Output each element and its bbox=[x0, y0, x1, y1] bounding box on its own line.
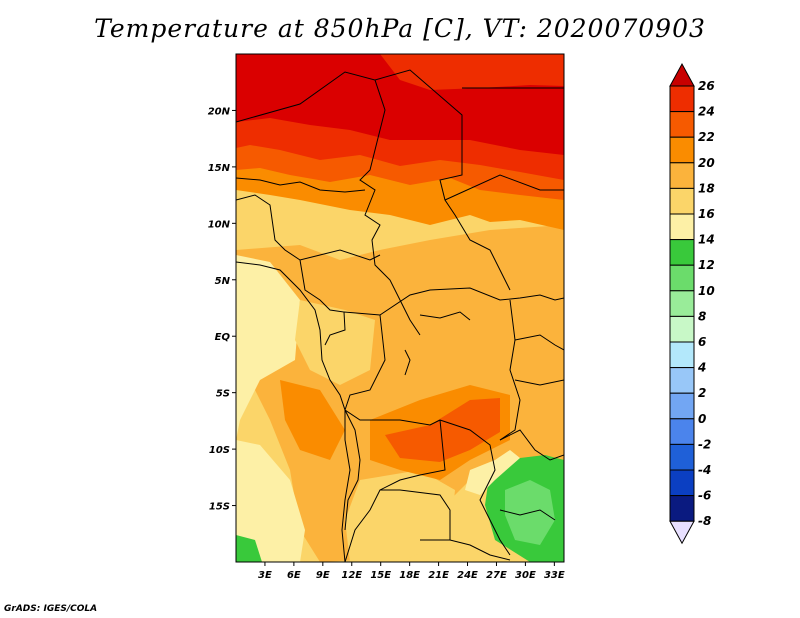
colorbar-box bbox=[669, 315, 695, 343]
colorbar-box bbox=[669, 418, 695, 445]
zone-t20-sw bbox=[280, 380, 345, 460]
colorbar-box bbox=[669, 136, 695, 164]
colorbar-label: 18 bbox=[698, 181, 715, 195]
lat-label: 5N bbox=[215, 276, 231, 287]
map-title: Temperature at 850hPa [C], VT: 202007090… bbox=[94, 14, 706, 43]
map-axes: 20N 15N 10N 5N EQ 5S 10S 15S 3E 6E 9E 12E 15E 18E 21E 2… bbox=[208, 106, 565, 581]
colorbar-box bbox=[669, 264, 695, 292]
colorbar-label: -4 bbox=[698, 463, 711, 477]
lat-label: 15N bbox=[208, 163, 231, 174]
lon-label: 12E bbox=[341, 570, 362, 581]
lat-label: EQ bbox=[215, 332, 231, 343]
zone-t14-south bbox=[236, 440, 305, 562]
zone-g12-sw bbox=[236, 535, 262, 562]
colorbar-label: 4 bbox=[697, 361, 706, 375]
temperature-field bbox=[236, 54, 564, 562]
lon-label: 3E bbox=[258, 570, 272, 581]
colorbar-box bbox=[669, 239, 695, 266]
lat-label: 15S bbox=[209, 502, 230, 513]
colorbar-label: 12 bbox=[698, 258, 715, 272]
grads-credit: GrADS: IGES/COLA bbox=[4, 604, 98, 614]
colorbar-label: 20 bbox=[698, 156, 715, 170]
colorbar-top-arrow bbox=[669, 62, 695, 87]
zone-t16-central bbox=[295, 300, 375, 385]
country-borders bbox=[236, 69, 564, 562]
colorbar-label: 14 bbox=[698, 233, 715, 247]
colorbar-label: 22 bbox=[698, 130, 715, 144]
colorbar-box bbox=[669, 495, 695, 522]
lon-label: 6E bbox=[287, 570, 301, 581]
colorbar-box bbox=[669, 213, 695, 241]
colorbar-label: 26 bbox=[698, 79, 715, 93]
colorbar-label: 0 bbox=[698, 412, 706, 426]
lat-label: 10N bbox=[208, 219, 231, 230]
zone-t14-se bbox=[465, 450, 520, 495]
lon-label: 30E bbox=[515, 570, 536, 581]
lat-label: 5S bbox=[216, 389, 230, 400]
colorbar-box bbox=[669, 443, 695, 471]
lat-label: 20N bbox=[208, 106, 231, 117]
lon-label: 27E bbox=[486, 570, 507, 581]
colorbar-label: -8 bbox=[698, 514, 711, 528]
zone-t14-west bbox=[236, 255, 300, 440]
colorbar-box bbox=[669, 367, 695, 394]
lon-label: 33E bbox=[544, 570, 565, 581]
zone-hot-north bbox=[236, 54, 564, 155]
lon-label: 21E bbox=[428, 570, 449, 581]
colorbar-box bbox=[669, 341, 695, 369]
colorbar-box bbox=[669, 290, 695, 317]
colorbar-box bbox=[669, 162, 695, 189]
lat-label: 10S bbox=[209, 445, 230, 456]
colorbar-bottom-arrow bbox=[669, 520, 695, 545]
colorbar-box bbox=[669, 111, 695, 138]
colorbar-box bbox=[669, 469, 695, 497]
lon-label: 24E bbox=[457, 570, 478, 581]
colorbar-label: 6 bbox=[698, 335, 706, 349]
colorbar-label: 24 bbox=[698, 105, 715, 119]
colorbar-label: 16 bbox=[698, 207, 715, 221]
colorbar-label: -6 bbox=[698, 489, 711, 503]
lon-label: 9E bbox=[316, 570, 330, 581]
colorbar-box bbox=[669, 187, 695, 215]
colorbar-label: -2 bbox=[698, 437, 711, 451]
colorbar-label: 8 bbox=[698, 309, 706, 323]
colorbar-box bbox=[669, 392, 695, 420]
zone-t22-southcentral bbox=[385, 398, 500, 462]
colorbar-box bbox=[669, 85, 695, 113]
map-frame bbox=[235, 53, 565, 563]
lon-label: 15E bbox=[370, 570, 391, 581]
lon-label: 18E bbox=[399, 570, 420, 581]
colorbar-label: 2 bbox=[698, 386, 706, 400]
colorbar-label: 10 bbox=[698, 284, 715, 298]
